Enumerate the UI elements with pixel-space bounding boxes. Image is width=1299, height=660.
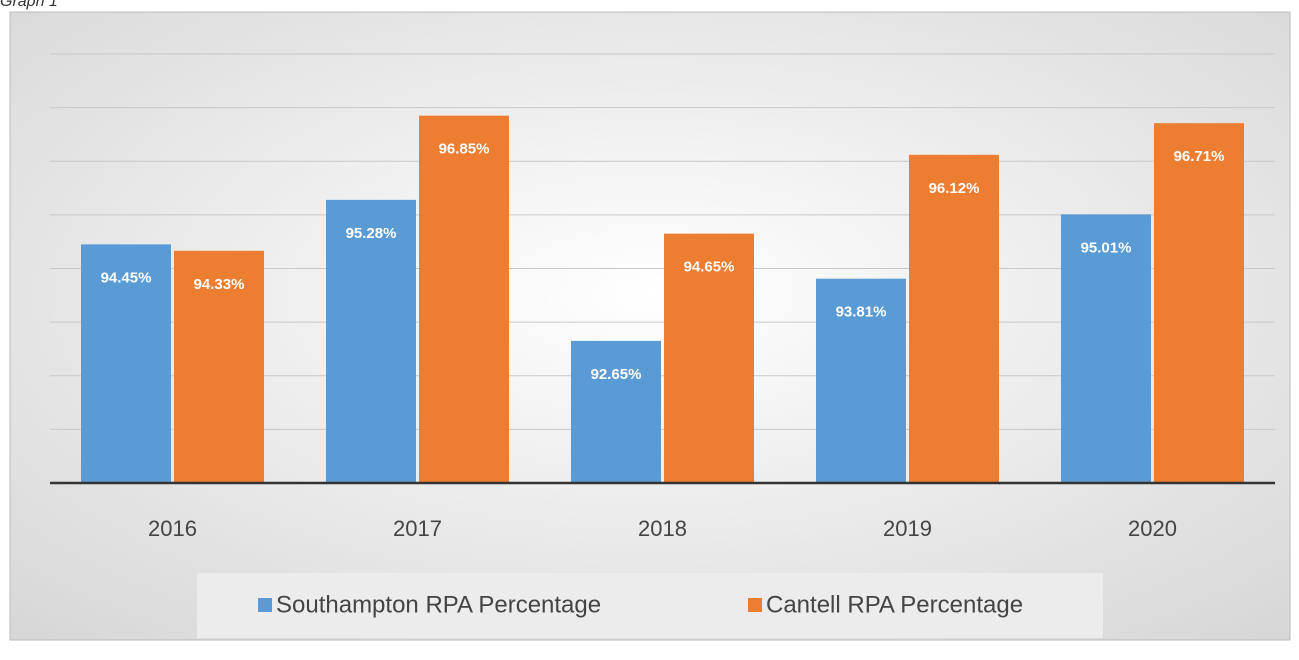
bar (1061, 214, 1151, 483)
bar (81, 244, 171, 483)
bar (816, 278, 906, 483)
legend-label: Cantell RPA Percentage (766, 591, 1023, 618)
bar (571, 340, 661, 483)
data-label: 95.28% (346, 225, 397, 242)
data-label: 94.65% (684, 259, 735, 276)
bar (664, 233, 754, 483)
data-label: 96.85% (439, 141, 490, 158)
data-label: 94.33% (194, 276, 245, 293)
legend-swatch (258, 598, 272, 612)
bar (326, 199, 416, 484)
data-label: 96.71% (1174, 148, 1225, 165)
data-label: 96.12% (929, 180, 980, 197)
x-tick-label: 2019 (883, 516, 932, 541)
data-label: 95.01% (1081, 239, 1132, 256)
x-tick-label: 2020 (1128, 516, 1177, 541)
data-label: 94.45% (101, 269, 152, 286)
legend-swatch (748, 598, 762, 612)
data-label: 92.65% (591, 366, 642, 383)
legend-box (197, 573, 1103, 638)
caption: Graph 1 (0, 0, 58, 10)
legend-label: Southampton RPA Percentage (276, 591, 601, 618)
x-tick-label: 2017 (393, 516, 442, 541)
x-tick-label: 2018 (638, 516, 687, 541)
data-label: 93.81% (836, 304, 887, 321)
bar (174, 250, 264, 483)
bar (909, 154, 999, 483)
x-tick-label: 2016 (148, 516, 197, 541)
bar (419, 115, 509, 483)
bar (1154, 123, 1244, 484)
